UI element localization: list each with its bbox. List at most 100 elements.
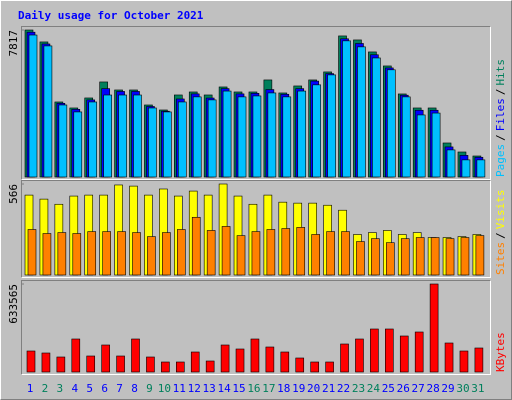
y-tick-label: 7817 bbox=[7, 30, 20, 57]
bar bbox=[71, 338, 81, 373]
bar-group bbox=[163, 111, 172, 178]
x-tick-label: 28 bbox=[426, 382, 439, 395]
bar bbox=[57, 232, 67, 276]
bar-group bbox=[147, 236, 156, 276]
bar-group bbox=[205, 360, 215, 373]
bar-group bbox=[386, 242, 395, 276]
bar-group bbox=[251, 231, 261, 276]
bar bbox=[191, 216, 201, 276]
bar bbox=[399, 335, 409, 373]
x-tick-label: 27 bbox=[412, 382, 425, 395]
bar-group bbox=[71, 338, 81, 373]
bar-group bbox=[42, 233, 52, 276]
bar bbox=[444, 342, 454, 373]
x-tick-label: 30 bbox=[456, 382, 469, 395]
bar bbox=[221, 226, 231, 276]
bar bbox=[312, 84, 321, 178]
bar bbox=[342, 40, 351, 178]
bar-group bbox=[415, 237, 425, 276]
x-tick-label: 22 bbox=[337, 382, 350, 395]
bar-group bbox=[146, 356, 155, 373]
x-tick-label: 17 bbox=[262, 382, 275, 395]
bar bbox=[400, 238, 410, 276]
x-tick-label: 25 bbox=[382, 382, 395, 395]
bar bbox=[372, 57, 381, 178]
bar-group bbox=[282, 96, 292, 178]
bar-group bbox=[387, 69, 396, 178]
bar-group bbox=[370, 328, 379, 373]
bar-group bbox=[148, 107, 157, 178]
bar-group bbox=[161, 361, 170, 373]
x-tick-label: 19 bbox=[292, 382, 305, 395]
bar-group bbox=[281, 228, 291, 276]
bar-group bbox=[72, 233, 82, 276]
x-tick-label: 6 bbox=[101, 382, 108, 395]
x-tick-label: 11 bbox=[173, 382, 186, 395]
bar bbox=[386, 242, 395, 276]
bar bbox=[103, 94, 112, 178]
legend-separator: / bbox=[494, 134, 507, 141]
bar-group bbox=[445, 238, 455, 276]
bar bbox=[460, 237, 470, 276]
bar-group bbox=[399, 335, 409, 373]
bar-group bbox=[461, 159, 471, 178]
bar bbox=[205, 360, 215, 373]
x-tick-label: 9 bbox=[146, 382, 153, 395]
bar-group bbox=[87, 231, 97, 276]
bar-group bbox=[401, 96, 411, 178]
bar bbox=[86, 355, 96, 373]
bar-group bbox=[206, 230, 216, 276]
panel-light bbox=[21, 280, 491, 375]
legend-separator: / bbox=[494, 232, 507, 239]
x-tick-label: 21 bbox=[322, 382, 335, 395]
bar bbox=[88, 101, 98, 178]
bar bbox=[461, 159, 471, 178]
bar-group bbox=[236, 235, 246, 276]
x-tick-label: 4 bbox=[71, 382, 78, 395]
bar bbox=[163, 111, 172, 178]
bar bbox=[101, 344, 110, 373]
bar-group bbox=[190, 351, 200, 373]
bar-group bbox=[220, 344, 230, 373]
bar-group bbox=[88, 101, 98, 178]
chart-title: Daily usage for October 2021 bbox=[18, 9, 204, 22]
bar-group bbox=[446, 149, 456, 178]
legend: KBytes bbox=[494, 332, 507, 372]
bar bbox=[147, 236, 156, 276]
bar-group bbox=[118, 94, 127, 178]
bar bbox=[281, 228, 291, 276]
bar bbox=[251, 231, 261, 276]
legend: Pages / Files / Hits bbox=[494, 59, 507, 177]
bar-group bbox=[265, 346, 275, 373]
legend-entry: Hits bbox=[494, 59, 507, 86]
bar-group bbox=[431, 112, 441, 178]
x-tick-label: 18 bbox=[277, 382, 290, 395]
bar-group bbox=[102, 231, 111, 276]
bar bbox=[72, 233, 82, 276]
bar-group bbox=[235, 348, 245, 373]
bar bbox=[206, 230, 216, 276]
bar bbox=[340, 343, 349, 373]
bar bbox=[131, 338, 140, 373]
x-tick-label: 1 bbox=[27, 382, 34, 395]
bar-group bbox=[342, 40, 351, 178]
bar-group bbox=[266, 229, 276, 276]
bar-group bbox=[103, 94, 112, 178]
bar bbox=[429, 283, 439, 373]
bar-group bbox=[326, 231, 335, 276]
bar bbox=[177, 229, 186, 276]
legend-entry: Visits bbox=[494, 190, 507, 230]
legend-entry: KBytes bbox=[494, 332, 507, 372]
legend: Sites / Visits bbox=[494, 190, 507, 276]
bar-group bbox=[327, 74, 336, 178]
bar-group bbox=[400, 238, 410, 276]
bar-group bbox=[73, 111, 83, 178]
bar-group bbox=[178, 101, 187, 178]
bar-group bbox=[221, 226, 231, 276]
bar bbox=[475, 235, 485, 276]
bar-group bbox=[341, 231, 350, 276]
bar-group bbox=[41, 352, 51, 373]
bar-group bbox=[252, 95, 262, 178]
bar-group bbox=[162, 232, 171, 276]
bar bbox=[161, 361, 170, 373]
